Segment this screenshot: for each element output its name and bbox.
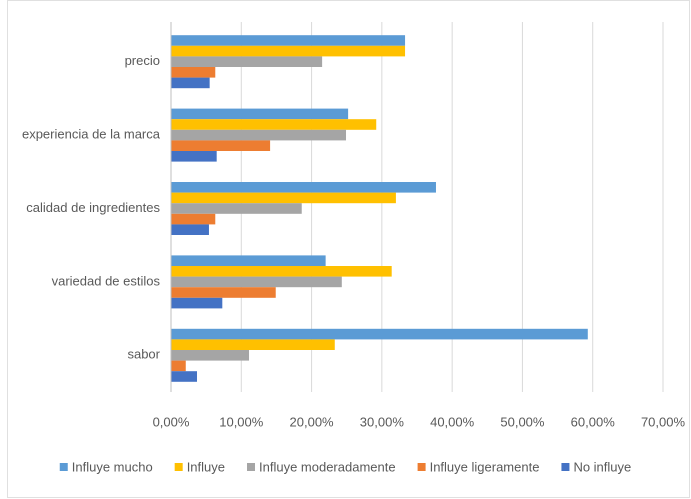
legend-label: Influye mucho [72,459,153,474]
bar [171,287,276,298]
legend-swatch [59,463,68,471]
legend-label: Influye ligeramente [430,459,540,474]
bar [171,77,210,89]
chart-border [7,0,690,498]
x-tick-label: 70,00% [641,414,686,429]
bar [171,45,406,57]
legend-label: Influye moderadamente [259,459,396,474]
x-tick-label: 30,00% [360,414,405,429]
bar [171,371,198,382]
bar [171,360,186,372]
y-tick-label: precio [125,53,160,68]
legend-swatch [247,463,255,471]
bar [171,129,347,141]
legend-label: No influye [573,459,631,474]
bar [171,108,349,120]
bar [171,203,302,214]
bar [171,339,335,350]
legend-label: Influye [187,459,225,474]
y-tick-label: variedad de estilos [52,273,161,288]
legend-swatch [561,463,570,471]
bar [171,182,436,193]
bar [171,255,326,266]
y-tick-label: sabor [127,347,160,362]
bar [171,328,588,340]
x-tick-label: 40,00% [430,414,475,429]
bar [171,192,396,204]
y-tick-label: calidad de ingredientes [26,200,160,215]
y-tick-label: experiencia de la marca [22,127,161,142]
bar [171,297,223,309]
bar [171,350,250,361]
legend-swatch [417,463,426,471]
x-tick-label: 60,00% [571,414,616,429]
bar [171,276,342,288]
x-tick-label: 0,00% [153,414,190,429]
bar [171,67,216,78]
bar [171,35,406,46]
bar [171,224,209,235]
x-tick-label: 10,00% [219,414,264,429]
bar [171,151,217,162]
x-tick-label: 50,00% [500,414,545,429]
bar [171,56,323,67]
legend-swatch [174,463,183,471]
bar [171,213,216,225]
bar [171,119,377,130]
bar [171,266,392,277]
x-tick-label: 20,00% [290,414,335,429]
bar [171,140,271,151]
